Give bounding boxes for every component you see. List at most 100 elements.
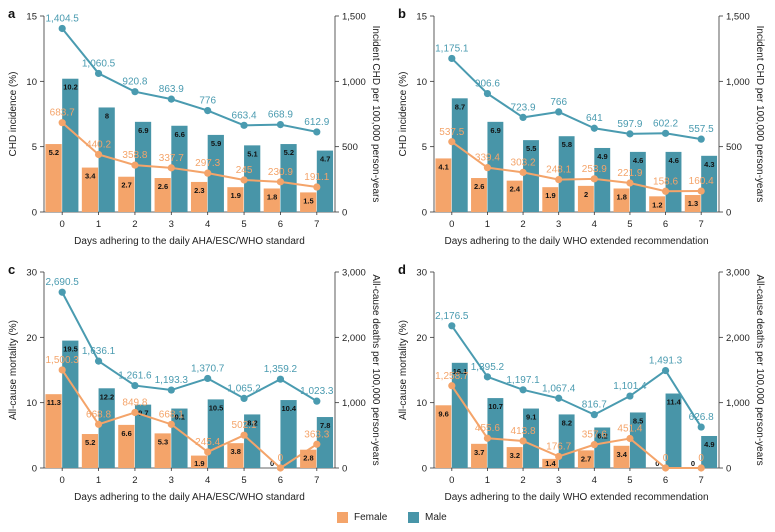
x-tick-label: 7: [699, 219, 704, 230]
line-male: [451, 57, 702, 141]
point-female: [590, 175, 598, 183]
bar-male-label: 4.3: [704, 160, 714, 169]
point-male: [313, 128, 321, 136]
bar-male-label: 8.2: [562, 418, 572, 427]
y2-tick-label: 2,000: [342, 333, 366, 344]
x-tick-label: 5: [241, 475, 246, 486]
point-female-label: 248.1: [546, 165, 571, 176]
bar-male-label: 10.7: [488, 402, 503, 411]
bar-male-label: 9.1: [174, 413, 184, 422]
x-tick-label: 2: [520, 219, 525, 230]
bar-female-label: 5.3: [158, 437, 168, 446]
point-female-label: 451.4: [617, 424, 642, 435]
point-male: [58, 288, 66, 296]
y2-axis-title: All-cause deaths per 100,000 person-year…: [754, 274, 765, 465]
bar-male: [487, 398, 504, 468]
panel-letter: a: [8, 6, 16, 21]
y2-tick-label: 3,000: [726, 268, 750, 279]
y2-axis-title: Incident CHD per 100,000 person-years: [754, 26, 765, 203]
point-female: [94, 150, 103, 159]
bar-male-label: 5.1: [247, 149, 257, 158]
x-tick-label: 5: [627, 219, 632, 230]
bar-male-label: 6.9: [490, 126, 500, 135]
bar-male-label: 19.5: [63, 345, 78, 354]
bar-male-label: 8.2: [247, 418, 257, 427]
point-female: [519, 168, 527, 176]
point-male: [204, 107, 212, 115]
point-female-label: 537.5: [439, 127, 464, 138]
x-axis-title: Days adhering to the daily AHA/ESC/WHO s…: [74, 236, 305, 247]
y2-tick-label: 500: [726, 142, 742, 153]
bar-female: [81, 167, 99, 212]
bar-female-label: 1.9: [230, 191, 240, 200]
point-female: [204, 448, 212, 456]
bar-female: [577, 185, 594, 212]
male-swatch: [408, 512, 419, 523]
point-female-label: 413.8: [511, 426, 536, 437]
y2-tick-label: 1,000: [726, 77, 750, 88]
point-male: [94, 69, 103, 78]
bar-male-label: 6.2: [597, 431, 607, 440]
bar-female: [435, 405, 452, 468]
y-tick-label: 30: [416, 268, 427, 279]
point-female-label: 668.1: [159, 409, 184, 420]
x-tick-label: 4: [592, 219, 597, 230]
point-male-label: 863.9: [159, 84, 184, 95]
y-tick-label: 30: [26, 268, 37, 279]
bar-male-label: 16.1: [453, 367, 468, 376]
y-tick-label: 0: [32, 464, 37, 475]
bar-female-label: 5.2: [49, 148, 59, 157]
panel-letter: b: [398, 6, 406, 21]
point-male: [697, 423, 705, 431]
bar-female-label: 3.7: [474, 448, 484, 457]
chart-panel-c: c 0 10 20 30 0 1,000 2,000 3,000 0 1 2 3 4 5 6 7 Days adh…: [8, 262, 381, 503]
point-female: [204, 169, 212, 177]
bar-female: [190, 455, 208, 468]
point-male: [58, 24, 66, 33]
bar-male-label: 10.5: [209, 403, 224, 412]
point-female-label: 230.9: [268, 167, 293, 178]
point-male: [167, 386, 175, 394]
point-male-label: 1,060.5: [82, 58, 116, 69]
line-male: [450, 325, 703, 428]
bar-female-label: 3.2: [510, 451, 520, 460]
y2-tick-label: 1,500: [342, 12, 366, 23]
bar-female: [613, 445, 630, 468]
bar-female-label: 11.3: [47, 398, 61, 407]
y2-tick-label: 1,500: [726, 12, 750, 23]
bar-male: [316, 150, 334, 212]
point-female: [483, 164, 492, 172]
point-male: [519, 386, 527, 394]
point-male: [626, 392, 634, 400]
y2-tick-label: 1,000: [726, 398, 750, 409]
y-tick-label: 0: [422, 464, 427, 475]
bar-male: [134, 121, 152, 212]
point-female: [58, 119, 66, 127]
point-male: [555, 108, 563, 116]
point-male: [276, 375, 285, 383]
y2-axis-title: All-cause deaths per 100,000 person-year…: [370, 274, 381, 465]
line-female: [451, 140, 702, 193]
bar-female: [227, 443, 244, 468]
point-female: [240, 431, 248, 439]
point-male-label: 668.9: [268, 110, 293, 121]
bar-male: [451, 98, 468, 212]
point-female-label: 253.9: [582, 164, 607, 175]
bar-female: [649, 196, 666, 212]
point-female-label: 455.6: [475, 423, 500, 434]
point-male-label: 776: [199, 96, 216, 107]
x-tick-label: 6: [278, 475, 283, 486]
point-female-label: 297.3: [195, 158, 220, 169]
bar-male: [665, 151, 682, 212]
x-tick-label: 1: [485, 219, 490, 230]
point-male-label: 1,404.5: [46, 13, 80, 24]
bar-male: [523, 140, 539, 212]
point-male-label: 1,491.3: [649, 356, 683, 367]
x-tick-label: 6: [663, 475, 668, 486]
chart-panel-b: b 0 5 10 15 0 500 1,000 1,500 0 1 2 3 4 5 6 7 Days adheri…: [398, 6, 765, 247]
bar-female: [506, 180, 523, 212]
point-male: [167, 95, 175, 103]
point-male-label: 1,395.2: [471, 362, 505, 373]
point-female: [626, 434, 634, 443]
